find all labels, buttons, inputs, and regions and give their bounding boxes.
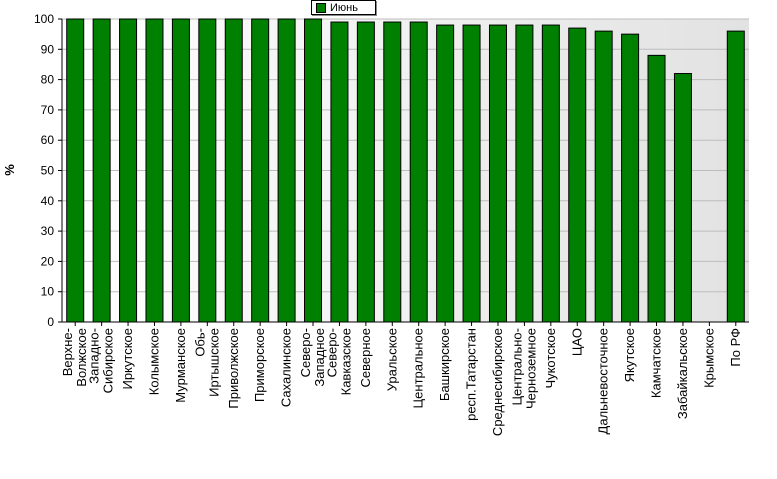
- x-tick-label: Приморское: [252, 328, 267, 402]
- y-axis-label: %: [2, 164, 17, 176]
- legend-label: Июнь: [330, 1, 358, 14]
- x-tick-label: Северо-: [324, 328, 339, 377]
- bar: [66, 18, 85, 323]
- x-tick-label: Кавказское: [338, 328, 353, 395]
- bars: [66, 18, 745, 323]
- bar: [541, 24, 560, 323]
- bar: [145, 18, 164, 323]
- x-tick-label: Крымское: [701, 328, 716, 388]
- bar: [251, 18, 270, 323]
- legend: Июнь: [311, 0, 376, 15]
- x-tick-label: Башкирское: [437, 328, 452, 401]
- bar: [673, 73, 692, 323]
- bar: [594, 30, 613, 323]
- bar: [568, 27, 587, 323]
- bar: [224, 18, 243, 323]
- bar: [647, 54, 666, 323]
- x-tick-label: Якутское: [622, 328, 637, 382]
- y-tick-label: 100: [34, 12, 54, 26]
- x-tick-label: Приволжское: [226, 328, 241, 409]
- y-tick-label: 60: [41, 133, 55, 147]
- x-tick-label: Уральское: [384, 328, 399, 391]
- x-tick-label: Западное: [312, 328, 327, 387]
- bar: [277, 18, 296, 323]
- bar: [462, 24, 481, 323]
- x-tick-label: Черноземное: [523, 328, 538, 409]
- y-tick-label: 50: [41, 164, 55, 178]
- x-tick-label: Дальневосточное: [596, 328, 611, 434]
- y-tick-label: 10: [41, 285, 55, 299]
- y-tick-label: 40: [41, 194, 55, 208]
- y-tick-label: 0: [47, 315, 54, 329]
- bar: [356, 21, 375, 323]
- bar: [304, 18, 323, 323]
- x-tick-label: респ.Татарстан: [464, 328, 479, 421]
- x-tick-label: Забайкальское: [675, 328, 690, 419]
- x-tick-label: Волжское: [74, 328, 89, 387]
- x-tick-label: Сахалинское: [279, 328, 294, 407]
- x-tick-label: Иртышское: [206, 328, 221, 397]
- x-tick-label: По РФ: [728, 328, 743, 367]
- y-tick-label: 20: [41, 254, 55, 268]
- y-tick-label: 30: [41, 224, 55, 238]
- bar: [330, 21, 349, 323]
- x-tick-label: Иркутское: [120, 328, 135, 390]
- bar: [409, 21, 428, 323]
- x-tick-label: Сибирское: [101, 328, 116, 393]
- x-tick-label: Верхне-: [60, 328, 75, 376]
- x-tick-label: Северо-: [298, 328, 313, 377]
- bar: [436, 24, 455, 323]
- bar: [515, 24, 534, 323]
- legend-swatch: [316, 2, 326, 13]
- y-tick-label: 70: [41, 103, 55, 117]
- x-tick-label: ЦАО: [569, 328, 584, 356]
- bar: [488, 24, 507, 323]
- bar: [383, 21, 402, 323]
- x-tick-label: Среднесибирское: [490, 328, 505, 436]
- bar: [621, 33, 640, 323]
- x-tick-label: Колымское: [146, 328, 161, 395]
- x-tick-label: Мурманское: [173, 328, 188, 403]
- bar: [92, 18, 111, 323]
- x-tick-label: Северное: [358, 328, 373, 387]
- bar: [726, 30, 745, 323]
- x-tick-label: Западно-: [87, 328, 102, 384]
- x-tick-label: Центральное: [411, 328, 426, 408]
- bar: [119, 18, 138, 323]
- bar: [198, 18, 217, 323]
- x-tick-label: Центрально-: [509, 328, 524, 406]
- bar: [171, 18, 190, 323]
- x-tick-label: Обь-: [192, 328, 207, 357]
- x-tick-label: Чукотское: [543, 328, 558, 389]
- y-tick-label: 80: [41, 73, 55, 87]
- x-tick-label: Камчатское: [649, 328, 664, 398]
- y-tick-label: 90: [41, 42, 55, 56]
- y-axis-ticks: 0 10 20 30 40 50 60 70 80 90 100: [34, 12, 62, 329]
